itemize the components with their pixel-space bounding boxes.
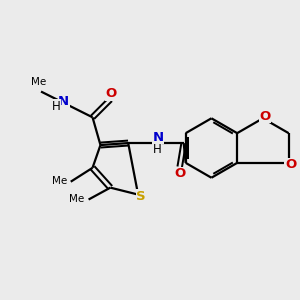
Text: O: O (106, 87, 117, 100)
Text: S: S (136, 190, 146, 203)
Text: N: N (152, 130, 164, 144)
Text: O: O (259, 110, 271, 123)
Text: Me: Me (32, 76, 47, 87)
Text: H: H (52, 100, 60, 113)
Text: O: O (174, 167, 185, 180)
Text: H: H (153, 142, 161, 155)
Text: N: N (58, 95, 69, 108)
Text: Me: Me (69, 194, 85, 203)
Text: O: O (285, 158, 296, 171)
Text: Me: Me (52, 176, 67, 186)
